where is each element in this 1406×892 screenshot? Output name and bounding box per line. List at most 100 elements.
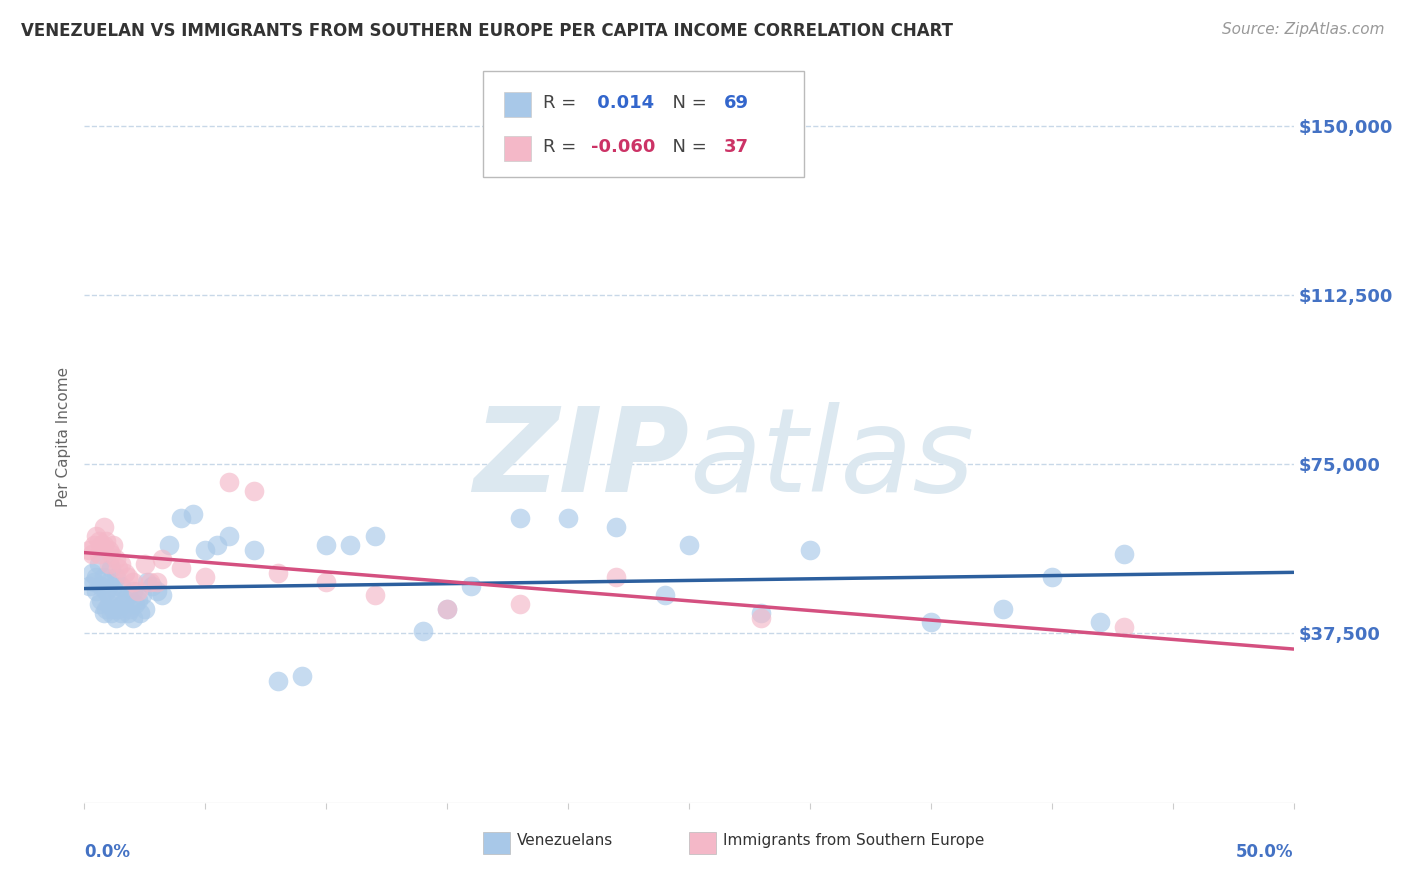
Text: R =: R = <box>543 137 582 156</box>
Point <box>242 484 264 499</box>
Text: Immigrants from Southern Europe: Immigrants from Southern Europe <box>723 833 984 848</box>
Point <box>103 579 125 593</box>
Point <box>103 538 125 552</box>
Text: VENEZUELAN VS IMMIGRANTS FROM SOUTHERN EUROPE PER CAPITA INCOME CORRELATION CHAR: VENEZUELAN VS IMMIGRANTS FROM SOUTHERN E… <box>21 22 953 40</box>
Point <box>94 583 117 598</box>
Point <box>117 606 139 620</box>
Point <box>104 610 127 624</box>
Point <box>460 579 482 593</box>
Point <box>315 538 337 552</box>
Point <box>194 543 217 558</box>
Point <box>920 615 942 630</box>
Point <box>141 579 163 593</box>
Point <box>363 588 385 602</box>
Point <box>97 574 120 589</box>
Text: ZIP: ZIP <box>472 401 689 516</box>
Point <box>121 583 143 598</box>
Point <box>120 601 142 615</box>
Point <box>114 592 136 607</box>
Point <box>93 606 115 620</box>
Point <box>121 574 143 589</box>
Point <box>129 606 152 620</box>
Point <box>83 538 105 552</box>
Bar <box>689 832 716 854</box>
Point <box>993 601 1015 615</box>
Point <box>86 583 108 598</box>
Point <box>509 511 531 525</box>
Point <box>117 588 139 602</box>
Point <box>678 538 700 552</box>
Point <box>136 574 159 589</box>
Point <box>103 601 125 615</box>
Point <box>86 529 108 543</box>
Point <box>146 574 169 589</box>
Point <box>412 624 434 639</box>
Point <box>1088 615 1111 630</box>
Point <box>127 583 149 598</box>
Point <box>1040 570 1063 584</box>
Point <box>157 538 180 552</box>
Point <box>150 552 173 566</box>
Point <box>90 579 112 593</box>
Point <box>291 669 314 683</box>
Point <box>181 507 204 521</box>
Point <box>751 606 773 620</box>
Point <box>87 548 110 562</box>
Point <box>97 557 120 571</box>
Point <box>93 520 115 534</box>
Point <box>218 475 240 490</box>
Point <box>90 538 112 552</box>
Point <box>80 566 103 580</box>
Point <box>86 570 108 584</box>
Point <box>110 579 132 593</box>
Point <box>605 570 627 584</box>
Point <box>138 574 160 589</box>
Point <box>207 538 229 552</box>
Point <box>315 574 337 589</box>
Point <box>557 511 579 525</box>
Point <box>114 566 136 580</box>
Point <box>605 520 627 534</box>
Point <box>93 538 115 552</box>
Point <box>107 588 129 602</box>
Point <box>131 588 153 602</box>
Point <box>146 583 169 598</box>
Point <box>117 570 139 584</box>
Point <box>799 543 821 558</box>
Point <box>1114 548 1136 562</box>
Point <box>654 588 676 602</box>
Point <box>100 548 122 562</box>
Point <box>134 601 156 615</box>
Point <box>751 610 773 624</box>
Point <box>339 538 361 552</box>
Point <box>77 579 100 593</box>
Point <box>170 511 193 525</box>
Point <box>110 606 132 620</box>
Point <box>150 588 173 602</box>
Point <box>107 561 129 575</box>
Text: atlas: atlas <box>689 402 974 516</box>
Y-axis label: Per Capita Income: Per Capita Income <box>56 367 72 508</box>
Point <box>77 543 100 558</box>
Point <box>104 570 127 584</box>
Point <box>124 597 146 611</box>
Point <box>80 548 103 562</box>
Point <box>100 606 122 620</box>
Point <box>94 533 117 548</box>
Text: N =: N = <box>661 94 713 112</box>
Point <box>110 557 132 571</box>
Point <box>267 566 290 580</box>
FancyBboxPatch shape <box>484 71 804 178</box>
Point <box>242 543 264 558</box>
Point <box>170 561 193 575</box>
Point <box>94 601 117 615</box>
Point <box>97 543 120 558</box>
Point <box>83 574 105 589</box>
Bar <box>503 92 530 118</box>
Text: 0.0%: 0.0% <box>84 843 131 861</box>
Point <box>121 610 143 624</box>
Point <box>134 557 156 571</box>
Point <box>100 561 122 575</box>
Point <box>363 529 385 543</box>
Point <box>194 570 217 584</box>
